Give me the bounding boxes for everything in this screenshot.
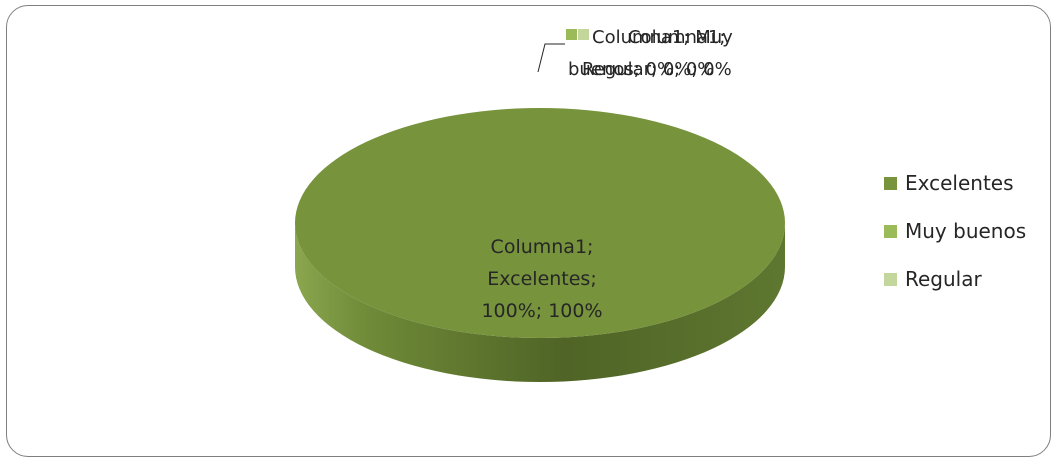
data-label-regular-line-1: Columna1; xyxy=(628,27,725,48)
data-label-muy-buenos-line-1: Columna1; Muy xyxy=(592,27,733,48)
legend-label-muy-buenos: Muy buenos xyxy=(905,219,1026,243)
pie-slice-excelentes xyxy=(295,108,785,338)
legend: Excelentes Muy buenos Regular xyxy=(884,171,1026,291)
pie-slice-side xyxy=(295,223,785,382)
legend-swatch-regular xyxy=(884,273,897,286)
legend-label-regular: Regular xyxy=(905,267,982,291)
pie-group xyxy=(295,108,785,382)
data-label-excelentes-line-2: Excelentes; xyxy=(487,268,597,290)
data-label-excelentes-line-1: Columna1; xyxy=(491,236,594,258)
legend-swatch-excelentes xyxy=(884,177,897,190)
data-label-regular-line-2: Regular; 0%; 0% xyxy=(582,59,732,80)
data-label-key-regular xyxy=(578,29,589,40)
data-label-muy-buenos-line-2: buenos; 0%; 0% xyxy=(568,59,714,80)
leader-line xyxy=(537,43,565,73)
data-label-key-muy-buenos xyxy=(566,29,577,40)
data-label-excelentes-line-3: 100%; 100% xyxy=(481,300,602,322)
legend-swatch-muy-buenos xyxy=(884,225,897,238)
legend-label-excelentes: Excelentes xyxy=(905,171,1014,195)
data-labels: Columna1; Excelentes; 100%; 100% Columna1; … xyxy=(481,27,733,322)
